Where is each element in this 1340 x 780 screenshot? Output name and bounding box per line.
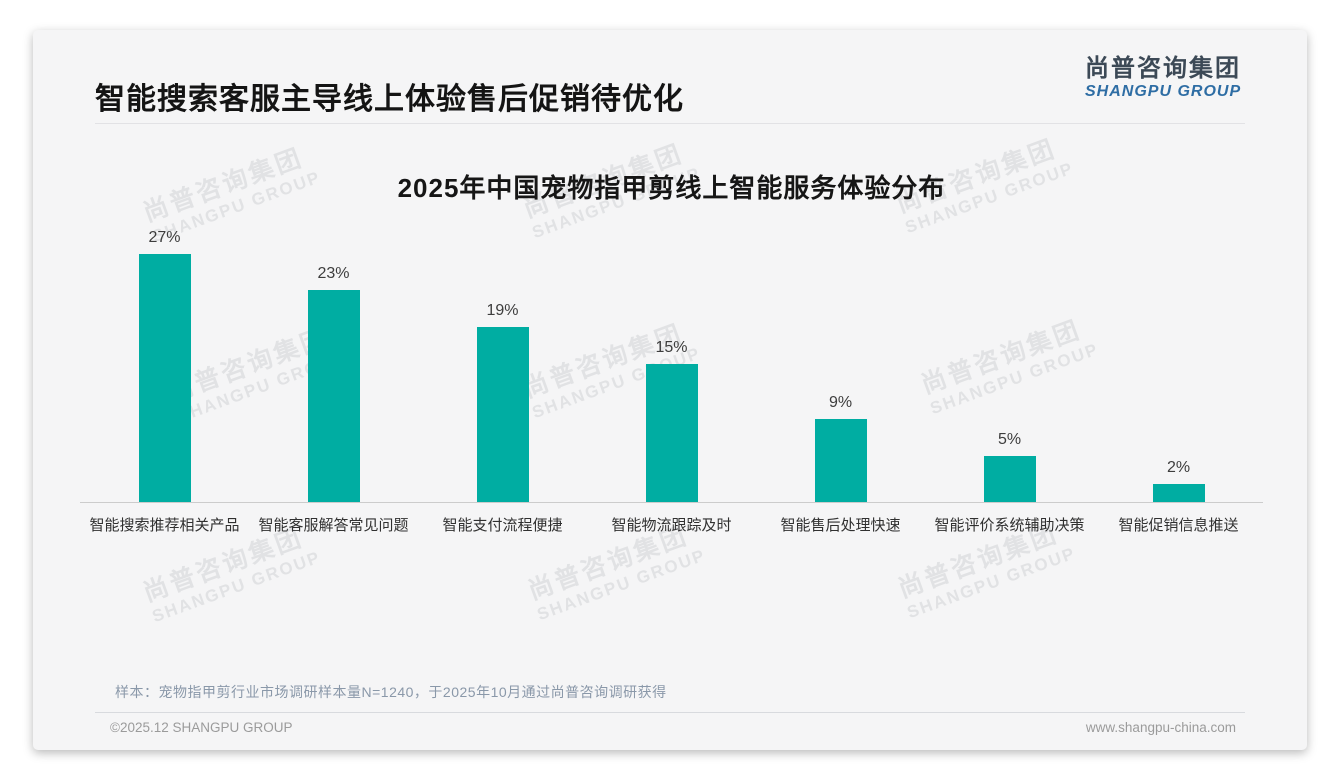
bar-value-label: 2% <box>1166 459 1191 476</box>
bar-column: 23% <box>249 219 418 502</box>
bar-column: 2% <box>1094 219 1263 502</box>
bar-value-label: 5% <box>997 431 1022 448</box>
sample-note: 样本：宠物指甲剪行业市场调研样本量N=1240，于2025年10月通过尚普咨询调… <box>115 684 667 700</box>
watermark: 尚普咨询集团 SHANGPU GROUP <box>140 521 324 626</box>
bar <box>814 419 867 502</box>
category-label: 智能搜索推荐相关产品 <box>89 517 240 534</box>
chart-title: 2025年中国宠物指甲剪线上智能服务体验分布 <box>397 173 946 203</box>
bar <box>138 254 191 502</box>
bar-value-label: 15% <box>655 339 688 356</box>
website-text: www.shangpu-china.com <box>1085 720 1236 735</box>
category-label: 智能物流跟踪及时 <box>611 517 732 534</box>
slide-card: 尚普咨询集团 SHANGPU GROUP 尚普咨询集团 SHANGPU GROUP 尚普… <box>33 30 1307 750</box>
bar <box>307 290 360 502</box>
watermark-text-en: SHANGPU GROUP <box>534 544 709 624</box>
watermark-text-en: SHANGPU GROUP <box>149 546 324 626</box>
bar-column: 5% <box>925 219 1094 502</box>
bar-value-label: 23% <box>317 265 350 282</box>
logo-text-english: SHANGPU GROUP <box>1085 83 1242 101</box>
copyright-text: ©2025.12 SHANGPU GROUP <box>110 720 293 735</box>
page-title: 智能搜索客服主导线上体验售后促销待优化 <box>95 83 684 116</box>
category-label: 智能评价系统辅助决策 <box>934 517 1085 534</box>
category-label: 智能促销信息推送 <box>1118 517 1239 534</box>
company-logo: 尚普咨询集团 SHANGPU GROUP <box>1085 55 1243 102</box>
category-label: 智能客服解答常见问题 <box>258 517 409 534</box>
watermark-text-en: SHANGPU GROUP <box>904 542 1079 622</box>
logo-text-chinese: 尚普咨询集团 <box>1085 55 1241 82</box>
bar-value-label: 9% <box>828 394 853 411</box>
bar-column: 27% <box>80 219 249 502</box>
bar <box>645 364 698 502</box>
category-row: 智能搜索推荐相关产品 智能客服解答常见问题 智能支付流程便捷 智能物流跟踪及时 智能售后… <box>80 514 1263 535</box>
bar <box>983 456 1036 502</box>
bar-value-label: 27% <box>148 229 181 246</box>
bar-column: 19% <box>418 219 587 502</box>
bar <box>476 327 529 502</box>
bar-column: 15% <box>587 219 756 502</box>
bar-chart: 2025年中国宠物指甲剪线上智能服务体验分布 27% 23% 19% 15% 9% 5% 2… <box>80 168 1263 535</box>
category-label: 智能支付流程便捷 <box>442 517 563 534</box>
footer: ©2025.12 SHANGPU GROUP www.shangpu-china… <box>110 720 1236 735</box>
bar-column: 9% <box>756 219 925 502</box>
bar <box>1152 484 1205 502</box>
footer-divider <box>95 712 1245 713</box>
header-divider <box>95 123 1245 124</box>
plot-area: 27% 23% 19% 15% 9% 5% 2% <box>80 219 1263 503</box>
bar-value-label: 19% <box>486 302 519 319</box>
category-label: 智能售后处理快速 <box>780 517 901 534</box>
